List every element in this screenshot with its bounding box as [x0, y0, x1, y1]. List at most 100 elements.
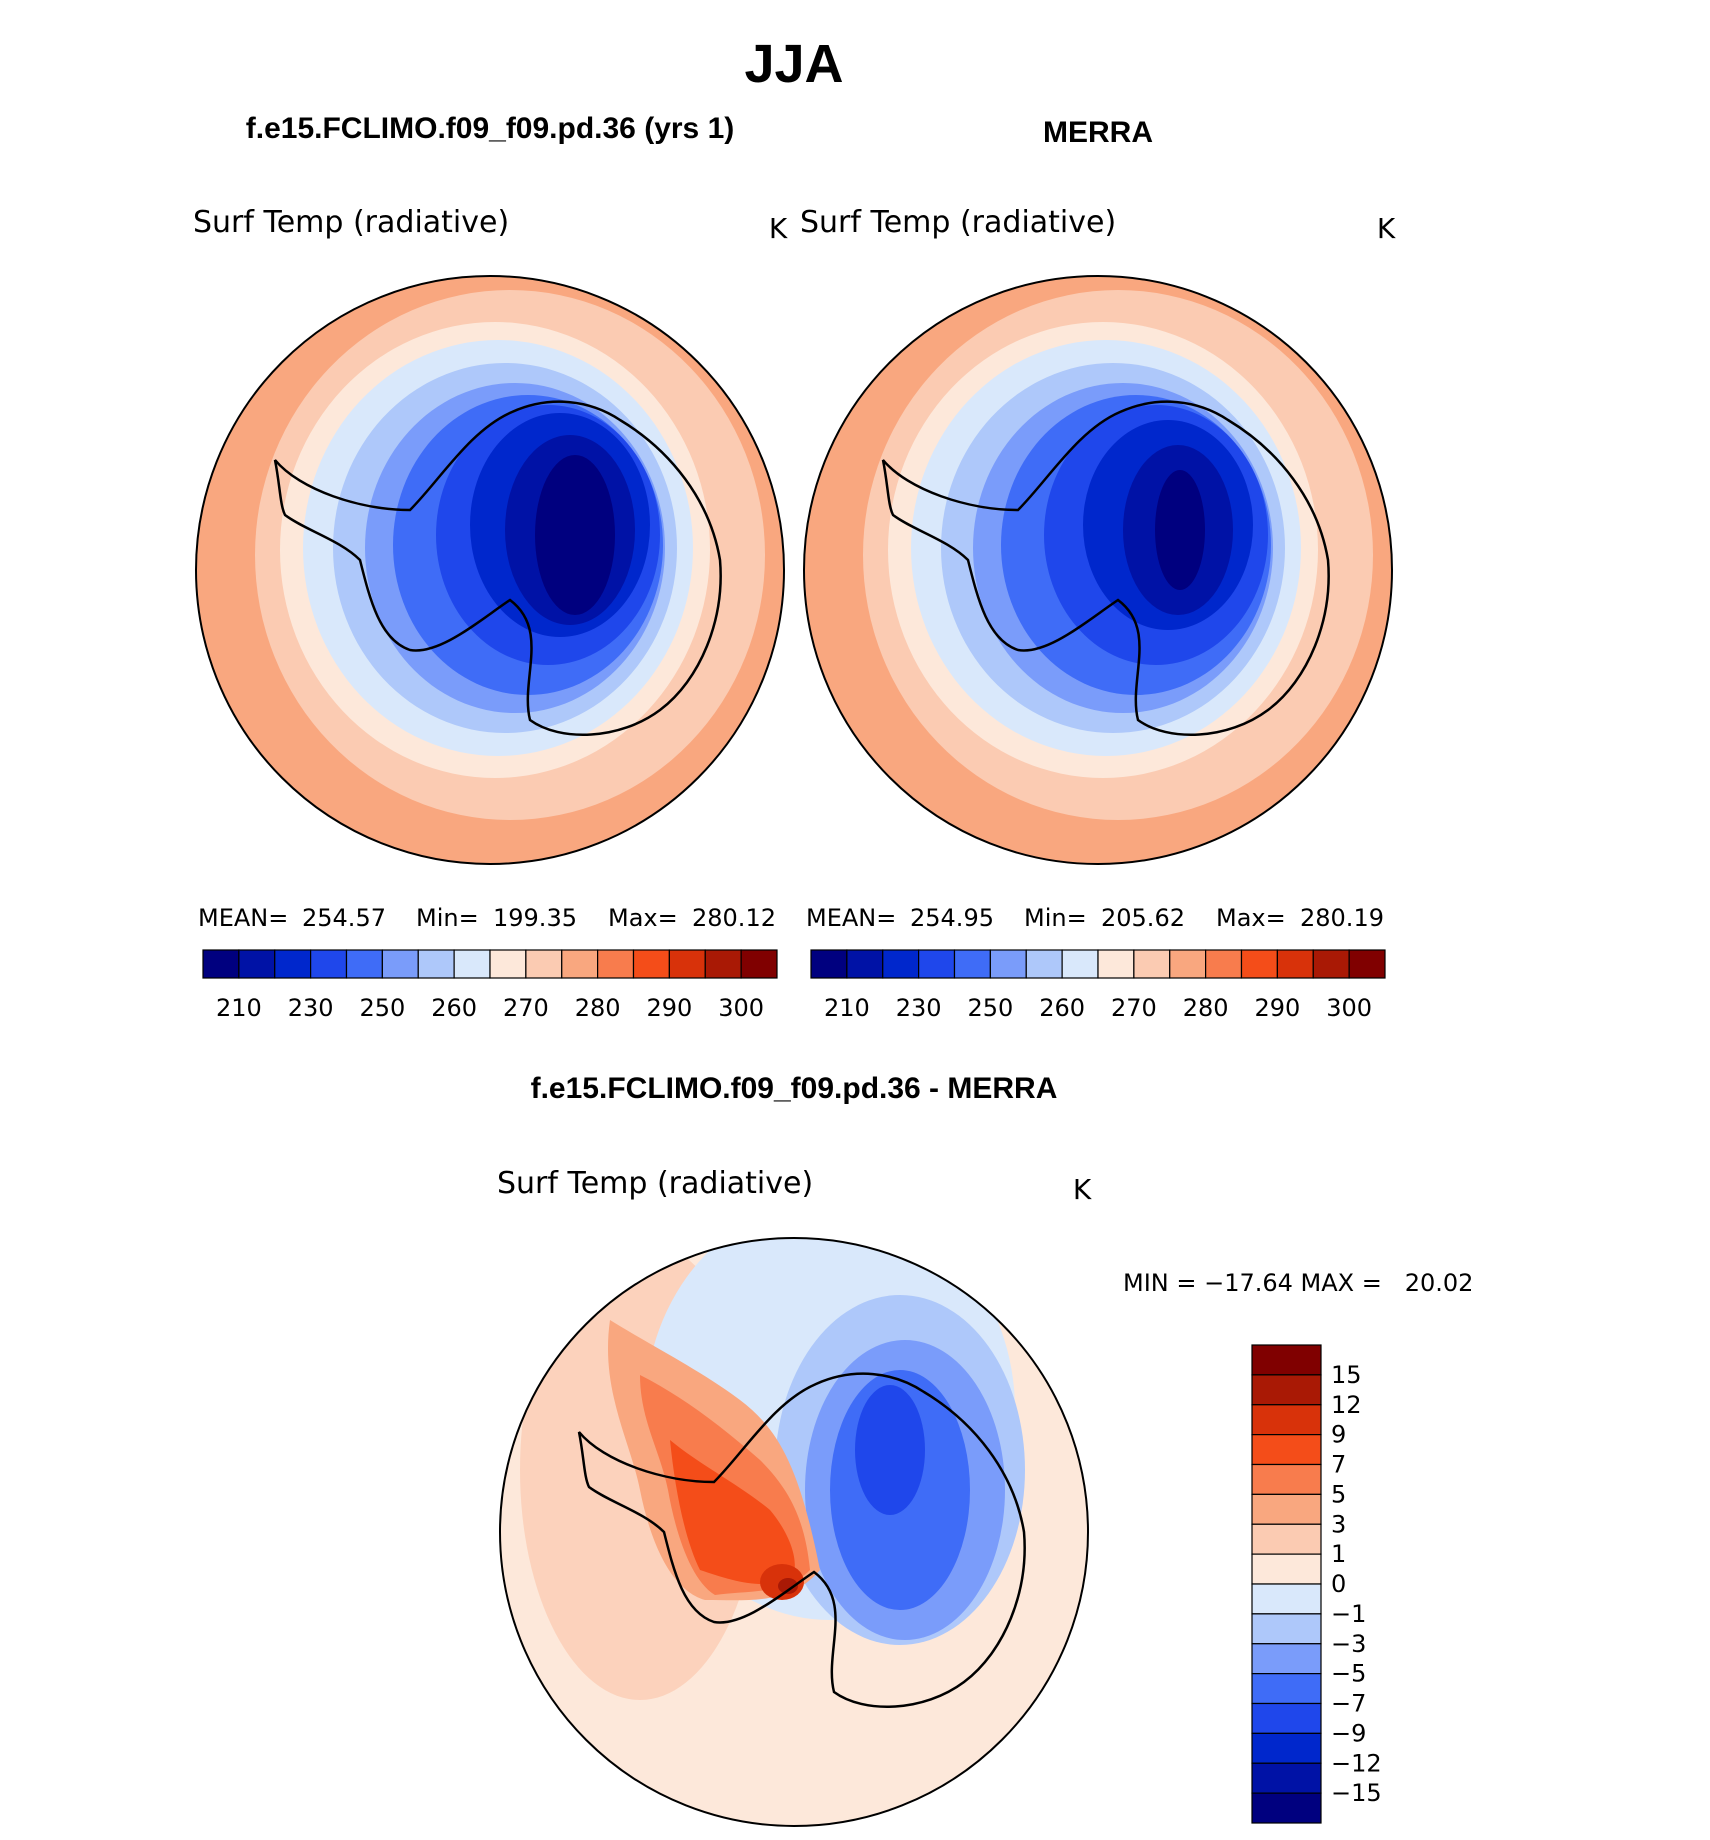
mean-label: MEAN= [806, 904, 896, 932]
colorbar-swatch [1251, 1553, 1322, 1585]
colorbar-swatch [953, 949, 991, 979]
max-label: Max= [1216, 904, 1286, 932]
colorbar-swatch [1251, 1404, 1322, 1436]
colorbar-tick-label: 250 [967, 994, 1013, 1022]
colorbar-tick-label: 270 [503, 994, 549, 1022]
polar-map [196, 276, 784, 864]
variable-label: Surf Temp (radiative) [497, 1166, 813, 1201]
colorbar-swatch [1312, 949, 1350, 979]
colorbar-tick-label: 280 [575, 994, 621, 1022]
colorbar-swatch [1205, 949, 1243, 979]
colorbar-tick-label: 7 [1331, 1451, 1346, 1479]
stats-line: MEAN= 254.57 Min= 199.35 Max= 280.12 [198, 904, 776, 932]
colorbar-tick-label: 280 [1183, 994, 1229, 1022]
colorbar-swatch [561, 949, 599, 979]
units-label: K [769, 212, 788, 245]
colorbar [1251, 1344, 1322, 1824]
colorbar-swatch [417, 949, 455, 979]
colorbar-ticks: 210 230 250 260 270 280 290 300 [216, 994, 764, 1022]
min-value: 199.35 [493, 904, 577, 932]
min-label: Min= [1024, 904, 1087, 932]
panel-header: f.e15.FCLIMO.f09_f09.pd.36 - MERRA [531, 1072, 1058, 1105]
variable-label: Surf Temp (radiative) [193, 205, 509, 240]
max-value: 280.12 [692, 904, 776, 932]
colorbar-swatch [1025, 949, 1063, 979]
colorbar-swatch [740, 949, 778, 979]
colorbar-swatch [489, 949, 527, 979]
mean-value: 254.57 [302, 904, 386, 932]
colorbar-tick-label: 300 [718, 994, 764, 1022]
colorbar-ticks: 210 230 250 260 270 280 290 300 [824, 994, 1372, 1022]
colorbar-swatch [1240, 949, 1278, 979]
colorbar-swatch [1251, 1732, 1322, 1764]
colorbar [202, 949, 778, 979]
colorbar-swatch [1251, 1673, 1322, 1705]
map-panel-difference: f.e15.FCLIMO.f09_f09.pd.36 - MERRA Surf … [497, 1072, 1473, 1827]
colorbar-swatch [381, 949, 419, 979]
colorbar-swatch [846, 949, 884, 979]
colorbar-tick-label: 290 [646, 994, 692, 1022]
colorbar-tick-label: 12 [1331, 1391, 1362, 1419]
colorbar-swatch [632, 949, 670, 979]
colorbar-swatch [597, 949, 635, 979]
colorbar-swatch [1251, 1344, 1322, 1376]
colorbar-swatch [1276, 949, 1314, 979]
stats-line: MEAN= 254.95 Min= 205.62 Max= 280.19 [806, 904, 1384, 932]
colorbar-swatch [274, 949, 312, 979]
colorbar-swatch [1251, 1643, 1322, 1675]
colorbar-tick-label: 15 [1331, 1361, 1362, 1389]
colorbar-swatch [989, 949, 1027, 979]
colorbar-swatch [810, 949, 848, 979]
polar-map [500, 1238, 1088, 1826]
units-label: K [1377, 212, 1396, 245]
colorbar-swatch [918, 949, 956, 979]
colorbar-swatch [668, 949, 706, 979]
colorbar-swatch [704, 949, 742, 979]
colorbar-tick-label: 250 [359, 994, 405, 1022]
colorbar-tick-label: −15 [1331, 1779, 1382, 1807]
colorbar-tick-label: −3 [1331, 1630, 1366, 1658]
colorbar-tick-label: 300 [1326, 994, 1372, 1022]
variable-label: Surf Temp (radiative) [800, 205, 1116, 240]
min-value: 205.62 [1101, 904, 1185, 932]
colorbar-swatch [1097, 949, 1135, 979]
colorbar-tick-label: 260 [1039, 994, 1085, 1022]
colorbar-swatch [453, 949, 491, 979]
colorbar [810, 949, 1386, 979]
minmax-label: MIN = −17.64 MAX = 20.02 [1123, 1269, 1473, 1297]
colorbar-swatch [1251, 1523, 1322, 1555]
colorbar-tick-label: −5 [1331, 1660, 1366, 1688]
colorbar-tick-label: 210 [824, 994, 870, 1022]
units-label: K [1073, 1173, 1092, 1206]
colorbar-swatch [1251, 1463, 1322, 1495]
polar-map [804, 276, 1392, 864]
figure-title: JJA [744, 34, 843, 94]
colorbar-swatch [882, 949, 920, 979]
mean-label: MEAN= [198, 904, 288, 932]
colorbar-swatch [1348, 949, 1386, 979]
colorbar-swatch [1251, 1434, 1322, 1466]
mean-value: 254.95 [910, 904, 994, 932]
map-panel-merra: MERRA Surf Temp (radiative) K MEAN= 254.… [800, 116, 1396, 1022]
colorbar-tick-label: 230 [288, 994, 334, 1022]
colorbar-tick-label: 260 [431, 994, 477, 1022]
max-label: Max= [608, 904, 678, 932]
colorbar-swatch [1061, 949, 1099, 979]
colorbar-swatch [1251, 1613, 1322, 1645]
colorbar-swatch [1251, 1374, 1322, 1406]
colorbar-swatch [1251, 1762, 1322, 1794]
colorbar-tick-label: 0 [1331, 1570, 1346, 1598]
colorbar-tick-label: 210 [216, 994, 262, 1022]
colorbar-swatch [345, 949, 383, 979]
panel-header: f.e15.FCLIMO.f09_f09.pd.36 (yrs 1) [246, 112, 735, 145]
colorbar-tick-label: 230 [896, 994, 942, 1022]
colorbar-swatch [1251, 1493, 1322, 1525]
max-value: 280.19 [1300, 904, 1384, 932]
colorbar-tick-label: 270 [1111, 994, 1157, 1022]
colorbar-tick-label: −1 [1331, 1600, 1366, 1628]
colorbar-swatch [1251, 1702, 1322, 1734]
colorbar-tick-label: 3 [1331, 1510, 1346, 1538]
colorbar-swatch [1169, 949, 1207, 979]
colorbar-tick-label: 5 [1331, 1480, 1346, 1508]
